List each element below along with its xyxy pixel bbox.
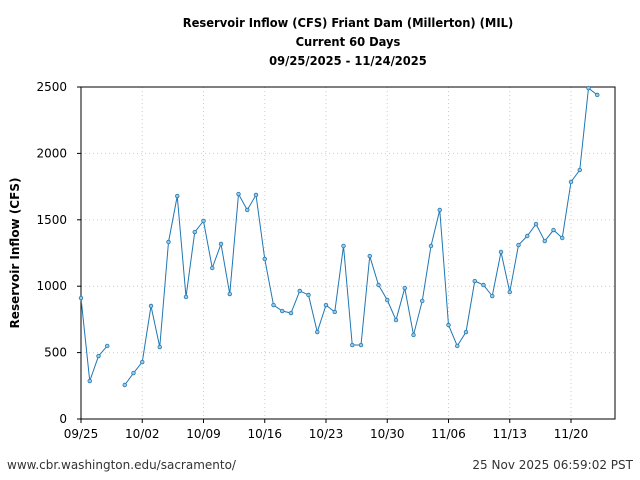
data-point (166, 239, 171, 245)
data-point (542, 238, 547, 244)
data-point (498, 249, 504, 255)
data-point (437, 207, 442, 213)
data-point (183, 294, 189, 300)
data-point (122, 382, 127, 388)
data-point (551, 227, 556, 233)
data-point (78, 295, 84, 301)
source-url[interactable]: www.cbr.washington.edu/sacramento/ (7, 458, 236, 472)
data-point (411, 332, 416, 338)
y-tick-label: 2500 (36, 80, 67, 94)
data-point (288, 310, 294, 316)
y-tick-label: 2000 (36, 146, 67, 160)
data-point (315, 329, 320, 335)
x-tick-label: 09/25 (64, 427, 99, 441)
y-tick-label: 500 (44, 346, 67, 360)
data-point (262, 256, 267, 262)
data-point (420, 298, 425, 304)
data-point (350, 342, 355, 348)
x-tick-label: 10/23 (309, 427, 344, 441)
data-point (245, 207, 250, 213)
chart-title: Reservoir Inflow (CFS) Friant Dam (Mille… (182, 15, 514, 30)
data-point (332, 309, 337, 315)
data-point (306, 292, 311, 298)
data-point (586, 85, 591, 91)
x-tick-label: 11/06 (431, 427, 466, 441)
x-tick-label: 10/02 (125, 427, 160, 441)
data-point (157, 344, 162, 350)
y-tick-label: 1500 (36, 213, 67, 227)
data-point (472, 278, 477, 284)
data-point (577, 167, 582, 173)
data-point (490, 293, 495, 299)
data-point (192, 229, 197, 235)
plot-frame (80, 86, 616, 420)
data-point (358, 342, 364, 348)
x-tick-label: 10/16 (247, 427, 282, 441)
data-point (533, 221, 539, 227)
data-point (393, 317, 399, 323)
y-axis-label: Reservoir Inflow (CFS) (8, 178, 22, 329)
data-point (376, 282, 381, 288)
data-point (140, 359, 145, 365)
data-point (568, 179, 574, 185)
data-point (481, 282, 486, 288)
data-point (428, 243, 434, 249)
data-point (323, 302, 329, 308)
chart-subtitle: Current 60 Days (295, 34, 401, 49)
data-point (105, 343, 110, 349)
data-point (280, 308, 285, 314)
data-point (507, 289, 512, 295)
data-point (96, 353, 101, 359)
data-point (367, 253, 372, 259)
data-point (455, 343, 460, 349)
x-tick-label: 11/20 (554, 427, 589, 441)
data-point (446, 322, 451, 328)
data-point (175, 193, 180, 199)
data-point (210, 265, 215, 271)
data-point (560, 235, 565, 241)
data-point (148, 303, 154, 309)
data-point (131, 370, 136, 376)
x-tick-label: 11/13 (492, 427, 527, 441)
timestamp: 25 Nov 2025 06:59:02 PST (472, 458, 633, 472)
data-point (402, 285, 407, 291)
x-tick-label: 10/30 (370, 427, 405, 441)
series-line (80, 297, 108, 382)
chart-date-range: 09/25/2025 - 11/24/2025 (269, 53, 427, 68)
data-point (218, 241, 224, 247)
data-point (271, 302, 276, 308)
data-point (253, 192, 259, 198)
x-tick-label: 10/09 (186, 427, 221, 441)
y-tick-label: 1000 (36, 279, 67, 293)
data-point (595, 92, 600, 98)
data-point (516, 242, 521, 248)
data-point (385, 297, 390, 303)
data-point (87, 378, 92, 384)
data-point (227, 291, 232, 297)
data-point (236, 191, 241, 197)
data-point (463, 329, 469, 335)
data-point (201, 218, 206, 224)
data-point (297, 288, 302, 294)
y-tick-label: 0 (59, 412, 67, 426)
data-point (341, 243, 346, 249)
data-point (525, 233, 530, 239)
